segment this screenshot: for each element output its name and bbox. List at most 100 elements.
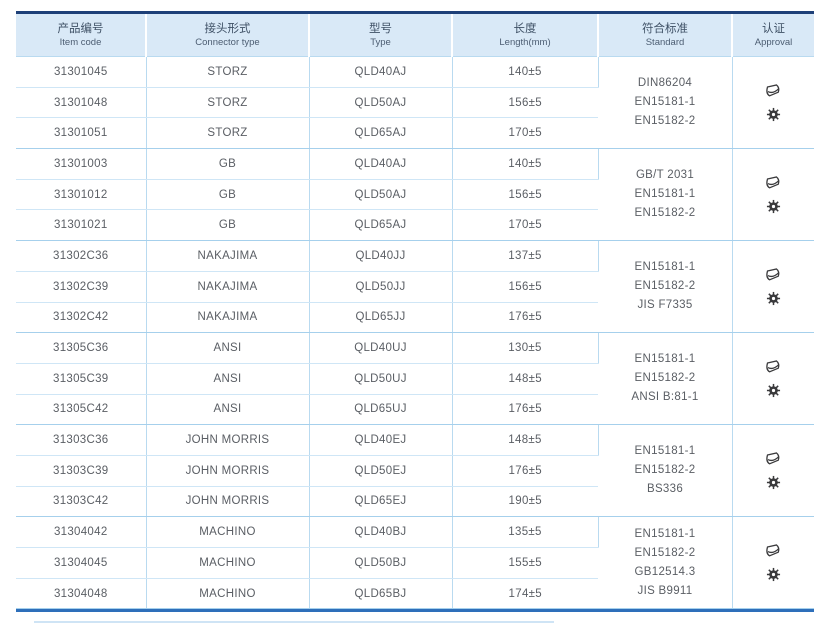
standard-line: ANSI B:81-1 <box>631 391 699 404</box>
col-header-standard: 符合标准 Standard <box>598 14 733 57</box>
type-cell: QLD40JJ <box>309 240 453 272</box>
connector-cell: MACHINO <box>146 516 310 548</box>
table-row: 31301003 GB QLD40AJ 140±5 GB/T 2031 EN15… <box>16 148 814 242</box>
table-row: 31301012 GB QLD50AJ 156±5 <box>16 179 814 211</box>
standard-line: DIN86204 <box>637 77 693 90</box>
col-header-item-code: 产品编号 Item code <box>16 14 147 57</box>
standard-line: EN15181-1 <box>634 188 696 201</box>
approval-cell <box>732 240 814 334</box>
type-cell: QLD50BJ <box>309 547 453 579</box>
type-cell: QLD50EJ <box>309 455 453 487</box>
table-row: 31301021 GB QLD65AJ 170±5 <box>16 209 814 242</box>
table-row: 31303C42 JOHN MORRIS QLD65EJ 190±5 <box>16 486 814 518</box>
header-label-en: Connector type <box>195 37 260 48</box>
standard-line: BS336 <box>646 483 684 496</box>
connector-cell: NAKAJIMA <box>146 271 310 303</box>
connector-cell: MACHINO <box>146 547 310 579</box>
item-code-cell: 31304045 <box>16 547 147 579</box>
item-code-cell: 31305C36 <box>16 332 147 364</box>
item-code-cell: 31303C39 <box>16 455 147 487</box>
length-cell: 176±5 <box>452 455 598 487</box>
connector-cell: STORZ <box>146 117 310 150</box>
standard-line: EN15182-2 <box>634 372 696 385</box>
gear-seal-icon <box>766 200 780 214</box>
certification-mark-icon <box>766 268 780 281</box>
table-row: 31304045 MACHINO QLD50BJ 155±5 <box>16 547 814 579</box>
connector-cell: GB <box>146 148 310 180</box>
header-label-en: Type <box>370 37 391 48</box>
type-cell: QLD40UJ <box>309 332 453 364</box>
type-cell: QLD40BJ <box>309 516 453 548</box>
table-row: 31301045 STORZ QLD40AJ 140±5 DIN86204 EN… <box>16 56 814 150</box>
type-cell: QLD65BJ <box>309 578 453 610</box>
length-cell: 137±5 <box>452 240 599 272</box>
standard-cell: EN15181-1 EN15182-2 ANSI B:81-1 <box>598 332 733 426</box>
type-cell: QLD65UJ <box>309 394 453 426</box>
gear-seal-icon <box>766 568 780 582</box>
item-code-cell: 31301012 <box>16 179 147 211</box>
length-cell: 156±5 <box>452 179 598 211</box>
header-label-en: Item code <box>59 37 102 48</box>
product-spec-table-wrap: 产品编号 Item code 接头形式 Connector type 型号 Ty… <box>16 11 814 623</box>
item-code-cell: 31305C42 <box>16 394 147 426</box>
standard-line: EN15182-2 <box>634 115 696 128</box>
length-cell: 130±5 <box>452 332 599 364</box>
header-label-cn: 接头形式 <box>204 23 251 35</box>
header-label-cn: 符合标准 <box>642 23 688 35</box>
header-label-en: Approval <box>754 37 793 48</box>
gear-seal-icon <box>766 292 780 306</box>
item-code-cell: 31302C39 <box>16 271 147 303</box>
type-cell: QLD65AJ <box>309 117 453 150</box>
header-label-cn: 产品编号 <box>57 23 104 35</box>
table-row: 31302C39 NAKAJIMA QLD50JJ 156±5 <box>16 271 814 303</box>
approval-cell <box>732 424 814 518</box>
table-bottom-border <box>16 609 814 613</box>
length-cell: 190±5 <box>452 486 598 518</box>
connector-cell: ANSI <box>146 332 310 364</box>
header-label-cn: 认证 <box>762 23 785 35</box>
col-header-connector-type: 接头形式 Connector type <box>146 14 310 57</box>
connector-cell: ANSI <box>146 394 310 426</box>
table-row: 31301051 STORZ QLD65AJ 170±5 <box>16 117 814 150</box>
header-label-en: Standard <box>645 37 685 48</box>
length-cell: 176±5 <box>452 394 598 426</box>
approval-cell <box>732 56 814 150</box>
table-row: 31303C36 JOHN MORRIS QLD40EJ 148±5 EN151… <box>16 424 814 518</box>
item-code-cell: 31305C39 <box>16 363 147 395</box>
item-code-cell: 31303C42 <box>16 486 147 518</box>
length-cell: 140±5 <box>452 56 599 88</box>
length-cell: 140±5 <box>452 148 599 180</box>
type-cell: QLD50UJ <box>309 363 453 395</box>
certification-mark-icon <box>766 84 780 97</box>
standard-line: GB12514.3 <box>634 565 696 578</box>
item-code-cell: 31301021 <box>16 209 147 242</box>
connector-cell: STORZ <box>146 87 310 119</box>
certification-mark-icon <box>766 544 780 557</box>
type-cell: QLD65EJ <box>309 486 453 518</box>
standard-line: EN15182-2 <box>634 280 696 293</box>
item-code-cell: 31304048 <box>16 578 147 610</box>
standard-line: EN15181-1 <box>634 96 696 109</box>
length-cell: 174±5 <box>452 578 598 610</box>
connector-cell: GB <box>146 179 310 211</box>
type-cell: QLD40AJ <box>309 148 453 180</box>
table-body: 31301045 STORZ QLD40AJ 140±5 DIN86204 EN… <box>16 56 814 610</box>
item-code-cell: 31304042 <box>16 516 147 548</box>
type-cell: QLD40AJ <box>309 56 453 88</box>
type-cell: QLD50AJ <box>309 179 453 211</box>
col-header-type: 型号 Type <box>309 14 453 57</box>
standard-line: JIS B9911 <box>637 584 693 597</box>
item-code-cell: 31301048 <box>16 87 147 119</box>
gear-seal-icon <box>766 476 780 490</box>
type-cell: QLD65AJ <box>309 209 453 242</box>
item-code-cell: 31302C42 <box>16 302 147 334</box>
standard-cell: DIN86204 EN15181-1 EN15182-2 <box>598 56 733 150</box>
type-cell: QLD50AJ <box>309 87 453 119</box>
table-row: 31303C39 JOHN MORRIS QLD50EJ 176±5 <box>16 455 814 487</box>
header-label-en: Length(mm) <box>499 37 551 48</box>
item-code-cell: 31301051 <box>16 117 147 150</box>
standard-cell: EN15181-1 EN15182-2 BS336 <box>598 424 733 518</box>
header-label-cn: 长度 <box>513 23 537 35</box>
connector-cell: GB <box>146 209 310 242</box>
table-top-border <box>16 11 814 14</box>
